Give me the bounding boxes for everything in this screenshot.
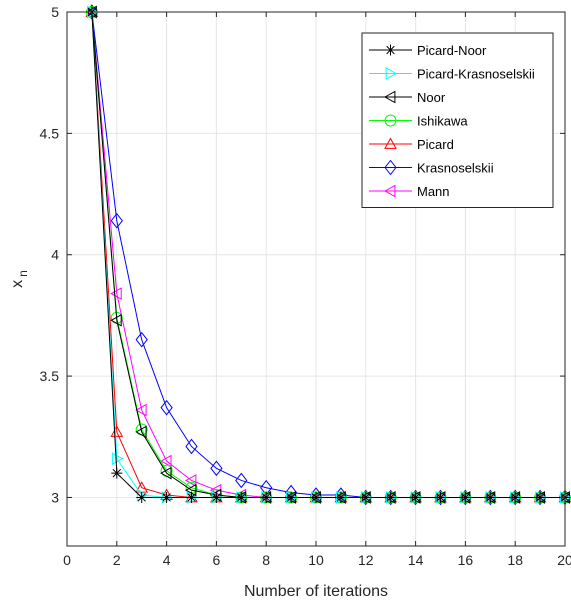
legend-label: Krasnoselskii	[417, 161, 494, 176]
y-axis-title: xn	[9, 270, 30, 288]
data-point	[160, 454, 172, 468]
y-tick-label: 4	[51, 247, 59, 263]
data-point	[210, 491, 222, 503]
data-point	[459, 491, 471, 503]
data-point	[484, 491, 496, 503]
legend-marker	[383, 184, 396, 198]
data-point	[335, 491, 347, 503]
legend: Picard-Noor Picard-Krasnoselskii Noor Ishik…	[361, 32, 554, 208]
data-point	[285, 491, 297, 503]
y-axis-title-subscript: n	[16, 270, 30, 277]
series-picard-noor	[86, 6, 571, 503]
data-point	[160, 466, 172, 480]
x-tick-label: 14	[408, 552, 424, 568]
legend-marker	[384, 137, 397, 149]
legend-marker	[385, 44, 396, 56]
legend-marker	[384, 114, 397, 127]
data-point	[533, 489, 547, 506]
x-tick-label: 2	[113, 552, 121, 568]
x-tick-label: 8	[262, 552, 270, 568]
legend-item: Noor	[369, 90, 446, 105]
y-tick-label: 3	[51, 489, 59, 505]
data-point	[135, 331, 148, 348]
data-point	[260, 491, 272, 503]
legend-label: Picard-Noor	[417, 43, 487, 58]
data-point	[235, 472, 248, 489]
legend-item: Picard	[369, 137, 454, 152]
legend-marker	[385, 67, 398, 80]
data-point	[310, 491, 322, 503]
data-point	[135, 425, 147, 439]
data-point	[359, 489, 372, 506]
legend-label: Picard-Krasnoselskii	[417, 67, 535, 82]
legend-label: Picard	[417, 137, 454, 152]
data-point	[186, 491, 197, 503]
legend-marker	[383, 90, 396, 104]
data-point	[534, 491, 546, 503]
data-point	[410, 491, 422, 503]
x-ticks: 0 2 4 6 8 10 12 14 16 18 20	[63, 12, 571, 568]
y-tick-label: 3.5	[40, 368, 60, 384]
data-point	[161, 491, 173, 503]
data-point	[184, 483, 197, 497]
x-tick-label: 16	[458, 552, 474, 568]
data-point	[136, 491, 148, 503]
series-layer	[85, 4, 571, 506]
x-tick-label: 6	[213, 552, 221, 568]
data-point	[210, 460, 223, 477]
data-point	[110, 313, 122, 327]
legend-item: Picard-Noor	[369, 43, 487, 58]
y-tick-label: 5	[51, 4, 59, 20]
y-tick-label: 4.5	[40, 125, 60, 141]
x-tick-label: 20	[557, 552, 571, 568]
legend-label: Mann	[417, 184, 450, 199]
data-point	[384, 489, 397, 506]
legend-item: Picard-Krasnoselskii	[369, 67, 535, 82]
data-point	[185, 438, 198, 455]
data-point	[509, 491, 521, 503]
data-point	[459, 489, 472, 506]
data-point	[110, 287, 122, 300]
x-tick-label: 4	[163, 552, 171, 568]
data-point	[385, 491, 397, 503]
data-point	[484, 489, 497, 506]
data-point	[184, 474, 197, 487]
y-axis-title-main: x	[9, 280, 26, 288]
data-point	[135, 403, 147, 417]
legend-label: Ishikawa	[417, 114, 468, 129]
x-tick-label: 18	[507, 552, 523, 568]
data-point	[360, 491, 372, 503]
data-point	[111, 467, 123, 479]
data-point	[509, 489, 522, 506]
y-ticks: 3 3.5 4 4.5 5	[40, 4, 565, 505]
x-axis-title: Number of iterations	[244, 583, 388, 600]
legend-label: Noor	[417, 90, 446, 105]
x-tick-label: 10	[308, 552, 324, 568]
x-tick-label: 12	[358, 552, 374, 568]
legend-marker	[384, 159, 397, 176]
data-point	[110, 212, 123, 229]
x-tick-label: 0	[63, 552, 71, 568]
data-point	[160, 399, 173, 416]
data-point	[434, 489, 447, 506]
legend-item: Mann	[369, 184, 450, 199]
data-point	[235, 491, 247, 503]
legend-item: Krasnoselskii	[369, 159, 494, 176]
data-point	[409, 489, 422, 506]
data-point	[111, 452, 124, 465]
data-point	[435, 491, 446, 503]
legend-item: Ishikawa	[369, 114, 468, 129]
